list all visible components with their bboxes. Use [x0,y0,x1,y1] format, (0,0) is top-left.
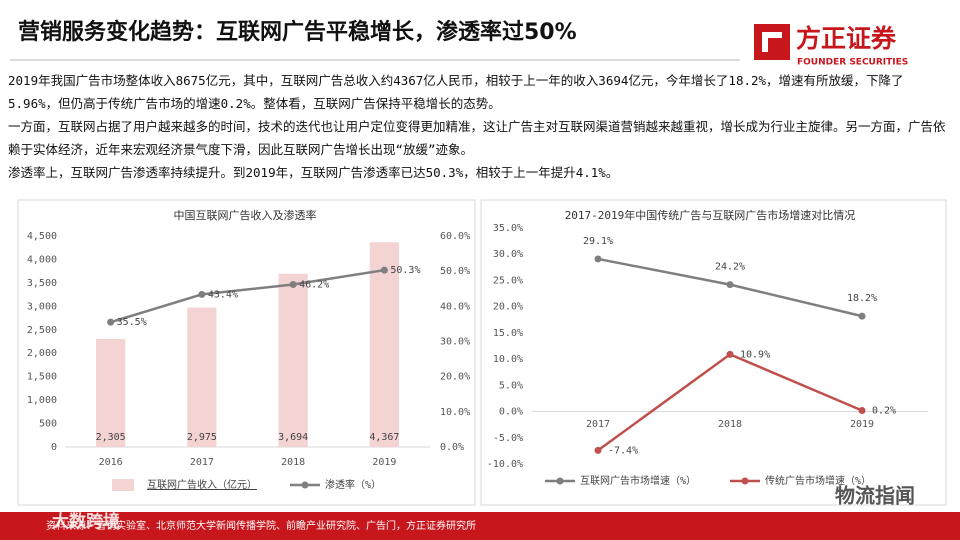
slide-title: 营销服务变化趋势：互联网广告平稳增长，渗透率过50% [18,19,577,45]
y-tick-label: 3,500 [27,278,57,289]
data-label: 18.2% [847,293,877,304]
y-tick-label: 4,500 [27,231,57,242]
x-tick-label: 2019 [372,457,396,468]
legend-label: 互联网广告市场增速（%） [580,474,696,487]
y-tick-label: 0 [51,442,57,453]
logo-text: 方正证券 [796,24,897,53]
point [198,290,206,298]
point [289,281,297,289]
y-tick-label: 1,500 [27,372,57,383]
y-tick-label: 1,000 [27,395,57,406]
logo-icon [754,24,790,60]
y2-tick-label: 0.0% [440,442,464,453]
data-label: 10.9% [740,349,770,360]
paragraph: 一方面，互联网占据了用户越来越多的时间，技术的迭代也让用户定位变得更加精准，这让… [8,119,946,157]
data-label: 0.2% [872,406,896,417]
series-line [110,268,385,324]
y2-tick-label: 50.0% [440,266,470,277]
y-tick-label: 500 [39,419,57,430]
legend-marker [301,481,309,489]
legend-marker [556,477,564,485]
x-tick-label: 2017 [586,419,610,430]
y-tick-label: 4,000 [27,254,57,265]
data-label: -7.4% [608,445,638,456]
point [380,266,388,274]
data-label: 35.5% [117,317,147,328]
y-tick-label: -10.0% [487,459,523,470]
y-tick-label: 25.0% [493,275,523,286]
data-label: 43.4% [208,289,238,300]
y2-tick-label: 40.0% [440,301,470,312]
y-tick-label: 20.0% [493,302,523,313]
x-tick-label: 2018 [718,419,742,430]
y-tick-label: 35.0% [493,223,523,234]
bar [278,273,308,447]
source-note: 资料来源：营销实验室、北京师范大学新闻传播学院、前瞻产业研究院、广告门，方正证券… [46,519,476,532]
y-tick-label: 2,500 [27,325,57,336]
y-tick-label: 15.0% [493,328,523,339]
y-tick-label: 0.0% [499,407,523,418]
y-tick-label: -5.0% [493,433,523,444]
y-tick-label: 30.0% [493,249,523,260]
legend-label: 传统广告市场增速（%） [765,474,871,487]
y-tick-label: 5.0% [499,380,523,391]
logo-english: FOUNDER SECURITIES [797,58,908,68]
data-label: 46.2% [299,280,329,291]
data-label: 3,694 [278,432,308,443]
watermark: 大数跨境 [52,511,120,532]
y2-tick-label: 10.0% [440,407,470,418]
data-label: 2,975 [187,432,217,443]
bar [96,338,126,447]
y-tick-label: 10.0% [493,354,523,365]
legend-marker [741,477,749,485]
point [858,312,866,320]
legend-label: 渗透率（%） [325,478,381,491]
point [726,350,734,358]
x-tick-label: 2019 [850,419,874,430]
y-tick-label: 3,000 [27,301,57,312]
y2-tick-label: 60.0% [440,231,470,242]
x-tick-label: 2016 [99,457,123,468]
data-label: 24.2% [715,262,745,273]
data-label: 29.1% [583,236,613,247]
legend-label: 互联网广告收入（亿元） [147,478,257,491]
point [594,446,602,454]
data-label: 4,367 [369,432,399,443]
paragraph: 2019年我国广告市场整体收入8675亿元，其中，互联网广告总收入约4367亿人… [8,73,904,111]
x-tick-label: 2017 [190,457,214,468]
chart-panel [17,199,476,506]
data-label: 2,305 [96,432,126,443]
data-label: 50.3% [390,265,420,276]
paragraph: 渗透率上，互联网广告渗透率持续提升。到2019年，互联网广告渗透率已达50.3%… [8,165,619,180]
x-tick-label: 2018 [281,457,305,468]
chart-title: 2017-2019年中国传统广告与互联网广告市场增速对比情况 [565,208,856,222]
chart-panel [480,199,947,506]
legend-swatch [112,479,134,491]
footer-bar [0,512,960,540]
point [594,255,602,263]
watermark: 物流指闻 [835,484,915,508]
point [858,407,866,415]
series-line [597,352,863,452]
point [726,281,734,289]
y-tick-label: 2,000 [27,348,57,359]
bar [369,242,399,447]
y2-tick-label: 20.0% [440,372,470,383]
bar [187,307,217,447]
chart-title: 中国互联网广告收入及渗透率 [174,208,317,222]
point [107,318,115,326]
y2-tick-label: 30.0% [440,337,470,348]
